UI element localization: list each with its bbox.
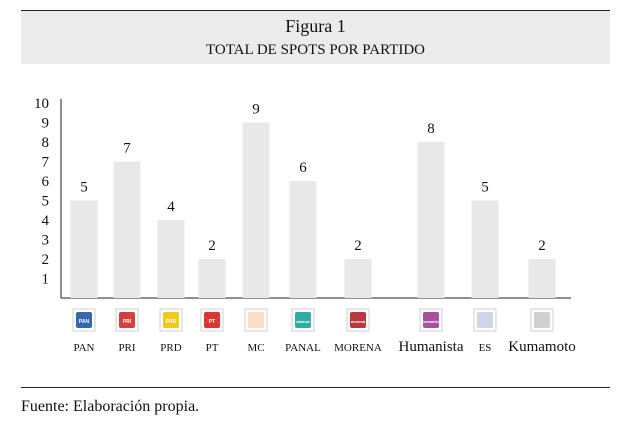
bar-pri — [113, 161, 141, 298]
es-logo-icon — [473, 308, 497, 332]
y-tick-label-7: 7 — [42, 155, 50, 171]
y-tick-label-2: 2 — [42, 252, 50, 268]
x-tick-label-prd: PRD — [160, 342, 181, 354]
y-tick-label-3: 3 — [42, 233, 50, 249]
bottom-rule — [21, 387, 610, 388]
svg-text:PAN: PAN — [79, 319, 90, 325]
y-tick-label-4: 4 — [42, 213, 50, 229]
y-tick-label-5: 5 — [42, 194, 50, 210]
figure-header — [21, 11, 610, 64]
y-tick-label-8: 8 — [42, 135, 50, 151]
data-label-humanista: 8 — [427, 121, 435, 137]
x-tick-label-pt: PT — [206, 342, 219, 354]
x-tick-label-morena: MORENA — [334, 342, 382, 354]
bar-morena — [344, 259, 372, 298]
data-label-pri: 7 — [123, 141, 131, 157]
pt-logo-icon: PT — [200, 308, 224, 332]
data-label-prd: 4 — [167, 199, 175, 215]
figure-title: Figura 1 — [21, 16, 610, 37]
x-tick-label-humanista: Humanista — [399, 339, 464, 355]
data-label-pan: 5 — [80, 180, 88, 196]
bar-mc — [242, 122, 270, 298]
svg-text:Humanista: Humanista — [421, 319, 442, 324]
y-tick-label-6: 6 — [42, 174, 50, 190]
data-label-panal: 6 — [299, 160, 307, 176]
x-tick-label-pri: PRI — [118, 342, 135, 354]
y-tick-label-9: 9 — [42, 116, 50, 132]
pri-logo-icon: PRI — [115, 308, 139, 332]
figure-title-text: Figura 1 — [285, 16, 346, 36]
svg-text:morena: morena — [351, 319, 366, 324]
figure-subtitle-text: Total de spots por partido — [205, 42, 426, 58]
svg-text:PT: PT — [209, 319, 215, 325]
x-tick-label-kumamoto: Kumamoto — [508, 339, 576, 355]
data-label-kumamoto: 2 — [538, 238, 546, 254]
x-tick-label-panal: PANAL — [285, 342, 321, 354]
y-tick-label-10: 10 — [34, 96, 49, 112]
bar-kumamoto — [528, 259, 556, 298]
panal-logo-icon: alianza — [291, 308, 315, 332]
svg-text:PRI: PRI — [123, 319, 132, 325]
data-label-morena: 2 — [354, 238, 362, 254]
y-tick-label-1: 1 — [42, 272, 50, 288]
x-tick-label-es: ES — [479, 342, 492, 354]
data-label-es: 5 — [481, 180, 489, 196]
bar-es — [471, 200, 499, 298]
pan-logo-icon: PAN — [72, 308, 96, 332]
kumamoto-logo-icon — [530, 308, 554, 332]
prd-logo-icon: PRD — [159, 308, 183, 332]
bar-panal — [289, 181, 317, 298]
source-note: Fuente: Elaboración propia. — [21, 398, 200, 415]
top-rule — [21, 10, 610, 11]
svg-text:PRD: PRD — [166, 319, 177, 325]
humanista-logo-icon: Humanista — [419, 308, 443, 332]
figure-subtitle: Total de spots por partido — [21, 42, 610, 59]
morena-logo-icon: morena — [346, 308, 370, 332]
bar-pan — [70, 200, 98, 298]
data-label-mc: 9 — [252, 102, 260, 118]
svg-text:alianza: alianza — [296, 319, 310, 324]
mc-logo-icon — [244, 308, 268, 332]
bar-humanista — [417, 142, 445, 298]
x-tick-label-pan: PAN — [74, 342, 95, 354]
bar-pt — [198, 259, 226, 298]
data-label-pt: 2 — [208, 238, 216, 254]
bar-prd — [157, 220, 185, 298]
x-tick-label-mc: MC — [247, 342, 264, 354]
